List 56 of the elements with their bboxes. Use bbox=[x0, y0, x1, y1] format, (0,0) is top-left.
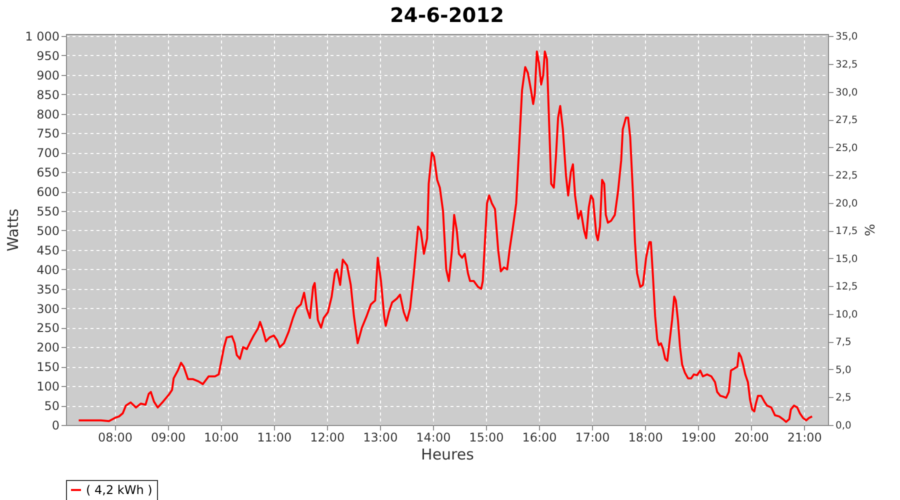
x-tick-label: 10:00 bbox=[204, 430, 239, 444]
y-tick-label: 50 bbox=[44, 399, 60, 414]
x-axis-title: Heures bbox=[421, 446, 474, 464]
y-tick-label: 550 bbox=[36, 204, 60, 219]
x-tick-label: 19:00 bbox=[681, 430, 716, 444]
y2-tick-label: 30,0 bbox=[836, 87, 858, 98]
x-tick-label: 13:00 bbox=[363, 430, 398, 444]
y2-tick-label: 32,5 bbox=[836, 59, 858, 70]
y-tick-label: 100 bbox=[36, 380, 60, 394]
y-tick-label: 350 bbox=[36, 282, 60, 296]
x-tick-label: 18:00 bbox=[628, 430, 663, 444]
y2-tick-label: 5,0 bbox=[836, 364, 852, 376]
y-tick-label: 400 bbox=[36, 262, 60, 277]
y2-tick-label: 15,0 bbox=[836, 254, 858, 265]
y-tick-label: 700 bbox=[36, 146, 60, 160]
y-tick-label: 300 bbox=[36, 302, 60, 316]
y-tick-label: 850 bbox=[36, 88, 60, 102]
y2-tick-label: 25,0 bbox=[836, 142, 858, 154]
x-tick-label: 08:00 bbox=[98, 430, 133, 444]
y-tick-label: 900 bbox=[36, 68, 60, 82]
y-tick-label: 450 bbox=[36, 243, 60, 258]
y2-tick-label: 2,5 bbox=[836, 392, 852, 404]
legend-label: ( 4,2 kWh ) bbox=[86, 483, 152, 497]
y-tick-label: 750 bbox=[36, 126, 60, 141]
y2-tick-label: 27,5 bbox=[836, 115, 858, 126]
y-tick-label: 1 000 bbox=[25, 29, 60, 44]
y-tick-label: 500 bbox=[36, 224, 60, 238]
y2-tick-label: 35,0 bbox=[836, 32, 858, 43]
x-tick-label: 17:00 bbox=[575, 430, 610, 444]
y2-tick-label: 0,0 bbox=[836, 420, 852, 432]
y2-tick-label: 17,5 bbox=[836, 226, 858, 238]
y-tick-label: 250 bbox=[36, 321, 60, 336]
y-tick-label: 0 bbox=[52, 418, 60, 432]
y2-tick-label: 20,0 bbox=[836, 198, 858, 210]
y-tick-label: 650 bbox=[36, 166, 60, 180]
y-tick-label: 150 bbox=[36, 360, 60, 374]
y2-axis-title: % bbox=[860, 224, 876, 236]
x-tick-label: 11:00 bbox=[257, 430, 292, 444]
x-tick-label: 16:00 bbox=[522, 430, 557, 444]
y-axis-title: Watts bbox=[4, 208, 22, 252]
x-tick-label: 14:00 bbox=[416, 430, 451, 444]
x-tick-label: 20:00 bbox=[734, 430, 769, 444]
y2-tick-label: 7,5 bbox=[836, 337, 852, 348]
x-tick-label: 15:00 bbox=[469, 430, 504, 444]
y-tick-label: 200 bbox=[36, 340, 60, 355]
y2-tick-label: 22,5 bbox=[836, 170, 858, 182]
y2-tick-label: 10,0 bbox=[836, 309, 858, 320]
x-tick-label: 21:00 bbox=[787, 430, 822, 444]
chart-title: 24-6-2012 bbox=[390, 2, 504, 27]
x-tick-label: 09:00 bbox=[151, 430, 186, 444]
line-series bbox=[78, 50, 814, 423]
x-tick-label: 12:00 bbox=[310, 430, 345, 444]
y-tick-label: 800 bbox=[36, 107, 60, 122]
y-tick-label: 600 bbox=[36, 185, 60, 200]
y2-tick-label: 12,5 bbox=[836, 282, 858, 293]
y-tick-label: 950 bbox=[36, 48, 60, 63]
